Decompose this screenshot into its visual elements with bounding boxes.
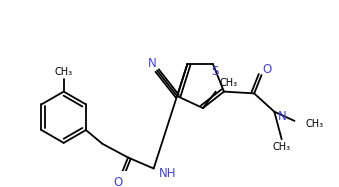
Text: CH₃: CH₃ xyxy=(273,142,291,151)
Text: O: O xyxy=(113,176,123,187)
Text: S: S xyxy=(211,65,219,78)
Text: N: N xyxy=(278,110,287,123)
Text: CH₃: CH₃ xyxy=(219,78,238,88)
Text: CH₃: CH₃ xyxy=(305,119,324,129)
Text: NH: NH xyxy=(159,167,177,180)
Text: N: N xyxy=(148,57,157,70)
Text: CH₃: CH₃ xyxy=(55,67,73,77)
Text: O: O xyxy=(262,63,272,76)
